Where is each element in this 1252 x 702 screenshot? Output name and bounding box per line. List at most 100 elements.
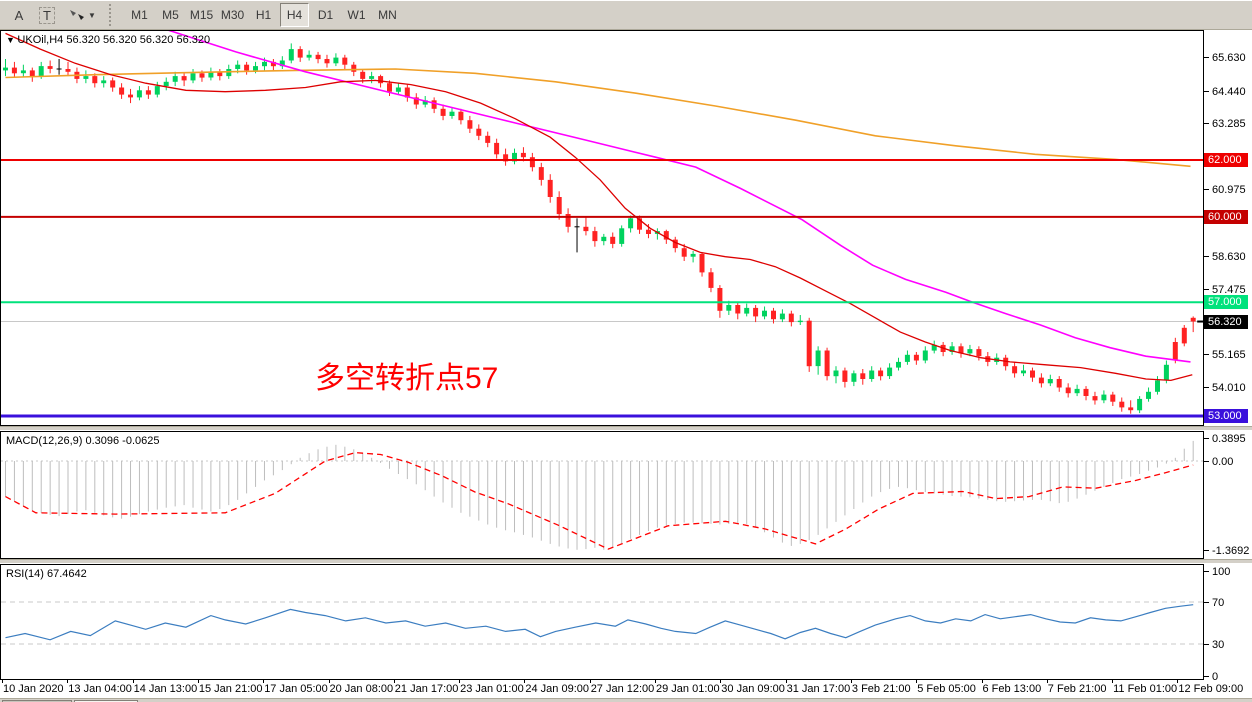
rsi-section: RSI(14) 67.4642 100 70 30 0 — [0, 564, 1252, 683]
rsi-plot[interactable]: RSI(14) 67.4642 — [0, 564, 1204, 680]
ma-mid-line — [168, 31, 1191, 363]
macd-canvas — [1, 440, 1203, 550]
candle-body — [288, 49, 294, 61]
candlestick-canvas[interactable]: 多空转折点57 — [1, 31, 1203, 425]
candle-body — [431, 100, 437, 109]
candle-body — [253, 66, 258, 71]
low-value: 56.320 — [139, 34, 174, 46]
candle-body — [967, 349, 973, 354]
macd-section: MACD(12,26,9) 0.3096 -0.0625 0.3895 0.00 -… — [0, 431, 1252, 559]
ma-fast-line — [5, 32, 1193, 382]
timeframe-button-d1[interactable]: D1 — [317, 8, 334, 22]
candle-body — [172, 76, 178, 82]
timeframe-button-m30[interactable]: M30 — [220, 8, 245, 22]
candle-body — [262, 61, 267, 67]
timeframe-button-mn[interactable]: MN — [378, 8, 397, 22]
timeframe-button-m1[interactable]: M1 — [131, 8, 148, 22]
date-label: 14 Jan 13:00 — [133, 683, 198, 695]
panel-splitter[interactable] — [0, 426, 1252, 431]
candle-body — [815, 350, 821, 367]
timeframe-button-m15[interactable]: M15 — [189, 8, 214, 22]
candle-body — [896, 361, 901, 368]
date-tick — [197, 680, 199, 683]
current-price-label: 56.320 — [1204, 314, 1248, 329]
macd-tick: 0.00 — [1204, 455, 1233, 469]
candle-body — [1155, 380, 1160, 392]
chevron-down-icon: ▼ — [88, 10, 96, 20]
high-value: 56.320 — [103, 34, 137, 46]
candle-body — [958, 346, 964, 354]
candle-body — [1101, 394, 1107, 401]
candle-body — [1012, 366, 1018, 374]
candle-body — [1172, 342, 1178, 361]
macd-tick: 0.3895 — [1204, 432, 1246, 446]
chart-tab[interactable] — [2, 700, 72, 702]
date-tick — [328, 680, 330, 683]
candle-body — [842, 370, 848, 382]
candle-body — [762, 310, 767, 317]
candle-body — [538, 167, 544, 180]
candle-body — [779, 313, 785, 320]
timeframe-button-w1[interactable]: W1 — [347, 8, 366, 22]
candle-body — [1190, 317, 1196, 322]
macd-plot[interactable]: MACD(12,26,9) 0.3096 -0.0625 — [0, 431, 1204, 559]
candle-body — [753, 307, 759, 317]
chart-tab-active[interactable] — [74, 700, 138, 702]
candle-body — [270, 61, 276, 67]
date-label: 27 Jan 12:00 — [590, 683, 655, 695]
chart-annotation-text[interactable]: 多空转折点57 — [315, 362, 498, 395]
date-tick — [524, 680, 526, 683]
price-tick: 54.010 — [1204, 381, 1246, 395]
symbol-dropdown-arrow[interactable]: ▼ — [6, 35, 18, 45]
price-chart-plot[interactable]: ▼ UKOil,H4 56.320 56.320 56.320 56.320 多… — [0, 30, 1204, 426]
candle-body — [699, 253, 705, 273]
timeframe-button-h1[interactable]: H1 — [255, 8, 272, 22]
candle-body — [619, 228, 625, 244]
candle-body — [628, 218, 634, 229]
candle-body — [726, 305, 732, 311]
hline-price-label: 62.000 — [1204, 153, 1248, 167]
price-tick: 63.285 — [1204, 117, 1246, 131]
candle-body — [208, 71, 214, 78]
candle-body — [3, 67, 8, 71]
timeframe-button-m5[interactable]: M5 — [162, 8, 179, 22]
arrows-tool-button[interactable]: ▼ — [62, 3, 102, 27]
date-tick — [132, 680, 134, 683]
macd-header: MACD(12,26,9) 0.3096 -0.0625 — [6, 435, 160, 447]
text-label-tool-button[interactable]: A — [14, 7, 24, 23]
candle-body — [47, 66, 53, 69]
date-label: 23 Jan 01:00 — [460, 683, 524, 695]
date-label: 13 Jan 04:00 — [68, 683, 132, 695]
rsi-tick: 30 — [1204, 638, 1224, 652]
candle-body — [1074, 388, 1080, 394]
candle-body — [404, 87, 410, 98]
date-tick — [785, 680, 787, 683]
candle-body — [1038, 377, 1044, 384]
candle-body — [851, 373, 857, 382]
candle-body — [20, 70, 26, 74]
price-tick: 57.475 — [1204, 283, 1246, 297]
date-tick — [1177, 680, 1179, 683]
toolbar-grip[interactable] — [109, 4, 118, 26]
price-tick: 65.630 — [1204, 51, 1246, 65]
timeframe-button-h4[interactable]: H4 — [280, 3, 309, 27]
panel-splitter[interactable] — [0, 559, 1252, 564]
candle-body — [494, 142, 500, 155]
rsi-line — [5, 604, 1194, 641]
candle-body — [1092, 396, 1098, 401]
candle-body — [922, 350, 928, 361]
price-tick: 55.165 — [1204, 348, 1246, 362]
candle-body — [119, 87, 125, 95]
candle-body — [476, 128, 482, 136]
text-box-tool-button[interactable]: T — [34, 3, 60, 27]
candle-body — [529, 157, 535, 168]
candle-body — [976, 349, 982, 357]
text-box-tool-label: T — [39, 6, 55, 24]
candle-body — [1146, 391, 1151, 399]
date-label: 5 Feb 05:00 — [917, 683, 976, 695]
candle-body — [422, 100, 428, 105]
candle-body — [1163, 364, 1169, 381]
price-chart-section: ▼ UKOil,H4 56.320 56.320 56.320 56.320 多… — [0, 30, 1252, 426]
candle-body — [1030, 370, 1035, 378]
candle-body — [931, 344, 937, 351]
